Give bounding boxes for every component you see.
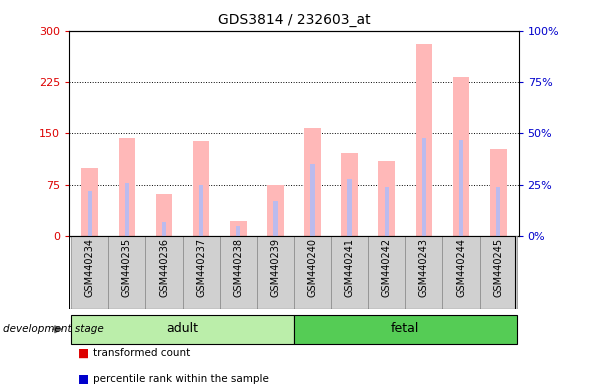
- Text: GSM440240: GSM440240: [308, 238, 318, 297]
- Text: GSM440243: GSM440243: [419, 238, 429, 297]
- Bar: [379, 161, 395, 236]
- Bar: [331, 236, 368, 309]
- Bar: [87, 191, 92, 236]
- Bar: [496, 187, 500, 236]
- Bar: [294, 314, 517, 344]
- Text: GSM440237: GSM440237: [196, 238, 206, 298]
- Bar: [156, 194, 172, 236]
- Bar: [257, 236, 294, 309]
- Text: adult: adult: [166, 322, 198, 335]
- Text: GSM440234: GSM440234: [85, 238, 95, 297]
- Bar: [162, 222, 166, 236]
- Bar: [119, 138, 135, 236]
- Bar: [71, 236, 109, 309]
- Text: GSM440245: GSM440245: [493, 238, 503, 298]
- Text: GSM440241: GSM440241: [345, 238, 355, 297]
- Bar: [294, 236, 331, 309]
- Bar: [71, 314, 294, 344]
- Bar: [490, 149, 507, 236]
- Bar: [479, 236, 517, 309]
- Bar: [193, 141, 209, 236]
- Bar: [145, 236, 183, 309]
- Bar: [459, 140, 463, 236]
- Bar: [453, 77, 469, 236]
- Bar: [368, 236, 405, 309]
- Bar: [341, 153, 358, 236]
- Text: percentile rank within the sample: percentile rank within the sample: [93, 374, 270, 384]
- Bar: [311, 164, 315, 236]
- Bar: [199, 185, 203, 236]
- Text: GSM440239: GSM440239: [270, 238, 280, 297]
- Text: fetal: fetal: [391, 322, 420, 335]
- Bar: [81, 168, 98, 236]
- Bar: [219, 236, 257, 309]
- Bar: [304, 128, 321, 236]
- Bar: [125, 183, 129, 236]
- Bar: [405, 236, 443, 309]
- Text: ■: ■: [78, 373, 89, 384]
- Text: GSM440235: GSM440235: [122, 238, 132, 298]
- Title: GDS3814 / 232603_at: GDS3814 / 232603_at: [218, 13, 370, 27]
- Text: GSM440242: GSM440242: [382, 238, 392, 298]
- Bar: [385, 187, 389, 236]
- Bar: [347, 179, 352, 236]
- Text: ■: ■: [78, 347, 89, 360]
- Text: development stage: development stage: [3, 324, 104, 334]
- Bar: [415, 45, 432, 236]
- Bar: [443, 236, 479, 309]
- Bar: [230, 221, 247, 236]
- Text: GSM440238: GSM440238: [233, 238, 243, 297]
- Bar: [267, 185, 284, 236]
- Text: GSM440236: GSM440236: [159, 238, 169, 297]
- Bar: [421, 137, 426, 236]
- Text: GSM440244: GSM440244: [456, 238, 466, 297]
- Text: transformed count: transformed count: [93, 348, 191, 358]
- Bar: [183, 236, 219, 309]
- Bar: [109, 236, 145, 309]
- Bar: [236, 226, 241, 236]
- Bar: [273, 201, 277, 236]
